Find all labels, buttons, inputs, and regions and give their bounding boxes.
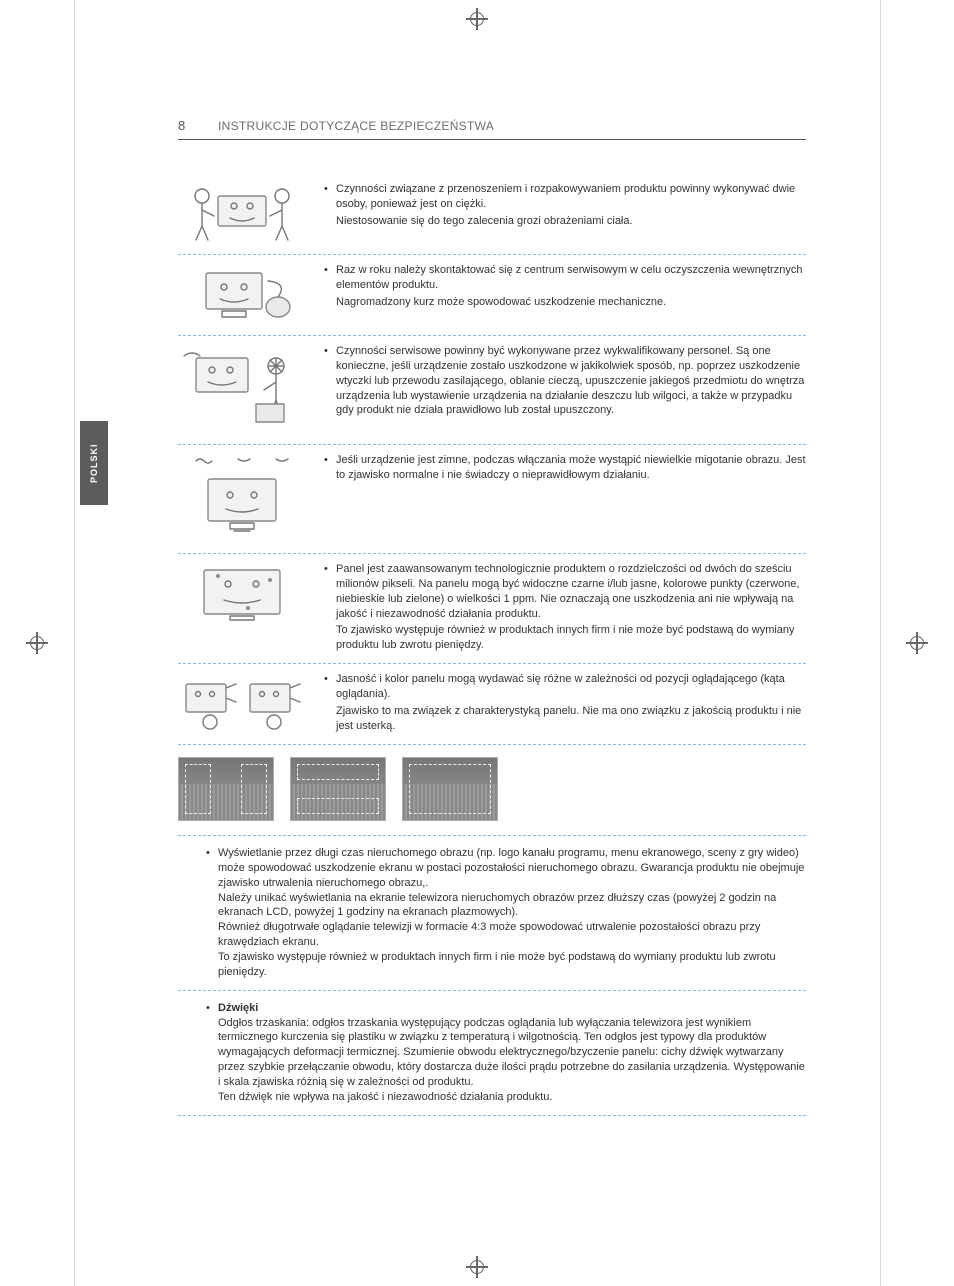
bullet-text: Czynności związane z przenoszeniem i roz… <box>324 182 806 212</box>
page-header: 8 INSTRUKCJE DOTYCZĄCE BEZPIECZEŃSTWA <box>178 118 806 140</box>
continuation-text: Ten dźwięk nie wpływa na jakość i niezaw… <box>206 1090 806 1105</box>
continuation-text: Należy unikać wyświetlania na ekranie te… <box>206 891 806 921</box>
section-title: INSTRUKCJE DOTYCZĄCE BEZPIECZEŃSTWA <box>218 119 494 133</box>
fullwidth-note: Wyświetlanie przez długi czas nieruchome… <box>178 836 806 991</box>
safety-row: Raz w roku należy skontaktować się z cen… <box>178 255 806 336</box>
registration-mark-right <box>906 632 928 654</box>
safety-row: Czynności związane z przenoszeniem i roz… <box>178 174 806 255</box>
bullet-strong: Dźwięki <box>218 1002 258 1014</box>
bullet-text: Jeśli urządzenie jest zimne, podczas włą… <box>324 453 806 483</box>
continuation-text: Nagromadzony kurz może spowodować uszkod… <box>324 295 806 310</box>
continuation-text: To zjawisko występuje również w produkta… <box>324 623 806 653</box>
page-number: 8 <box>178 118 190 133</box>
page-content: 8 INSTRUKCJE DOTYCZĄCE BEZPIECZEŃSTWA Cz… <box>178 118 806 1116</box>
safety-text: Czynności związane z przenoszeniem i roz… <box>324 182 806 244</box>
registration-mark-bottom <box>466 1256 488 1278</box>
thumbnail <box>178 757 274 821</box>
crop-guide-right <box>880 0 881 1286</box>
thumbnail <box>402 757 498 821</box>
safety-text: Raz w roku należy skontaktować się z cen… <box>324 263 806 325</box>
bullet-text: Jasność i kolor panelu mogą wydawać się … <box>324 672 806 702</box>
illustration-two-viewers-angle <box>178 672 306 734</box>
crop-guide-left <box>74 0 75 1286</box>
safety-row: Jeśli urządzenie jest zimne, podczas włą… <box>178 445 806 554</box>
registration-mark-left <box>26 632 48 654</box>
illustration-tv-with-vacuum <box>178 263 306 325</box>
continuation-text: Niestosowanie się do tego zalecenia groz… <box>324 214 806 229</box>
continuation-text: Odgłos trzaskania: odgłos trzaskania wys… <box>206 1016 806 1090</box>
illustration-panel-pixel-dots <box>178 562 306 624</box>
safety-text: Panel jest zaawansowanym technologicznie… <box>324 562 806 653</box>
bullet-text: Panel jest zaawansowanym technologicznie… <box>324 562 806 621</box>
thumbnail <box>290 757 386 821</box>
safety-row: Panel jest zaawansowanym technologicznie… <box>178 554 806 664</box>
safety-row: Czynności serwisowe powinny być wykonywa… <box>178 336 806 445</box>
fullwidth-note: Dźwięki Odgłos trzaskania: odgłos trzask… <box>178 991 806 1116</box>
bullet-text: Raz w roku należy skontaktować się z cen… <box>324 263 806 293</box>
language-tab: POLSKI <box>80 421 108 505</box>
safety-text: Czynności serwisowe powinny być wykonywa… <box>324 344 806 434</box>
illustration-cold-tv-waves <box>178 453 306 543</box>
bullet-text: Wyświetlanie przez długi czas nieruchome… <box>206 846 806 891</box>
continuation-text: To zjawisko występuje również w produkta… <box>206 950 806 980</box>
illustration-tv-and-technician <box>178 344 306 434</box>
bullet-heading: Dźwięki <box>206 1001 806 1016</box>
registration-mark-top <box>466 8 488 30</box>
illustration-two-people-carrying-tv <box>178 182 306 244</box>
panel-thumbnails <box>178 745 806 836</box>
safety-text: Jasność i kolor panelu mogą wydawać się … <box>324 672 806 734</box>
safety-row: Jasność i kolor panelu mogą wydawać się … <box>178 664 806 745</box>
continuation-text: Zjawisko to ma związek z charakterystyką… <box>324 704 806 734</box>
safety-text: Jeśli urządzenie jest zimne, podczas włą… <box>324 453 806 543</box>
bullet-text: Czynności serwisowe powinny być wykonywa… <box>324 344 806 418</box>
continuation-text: Również długotrwałe oglądanie telewizji … <box>206 920 806 950</box>
